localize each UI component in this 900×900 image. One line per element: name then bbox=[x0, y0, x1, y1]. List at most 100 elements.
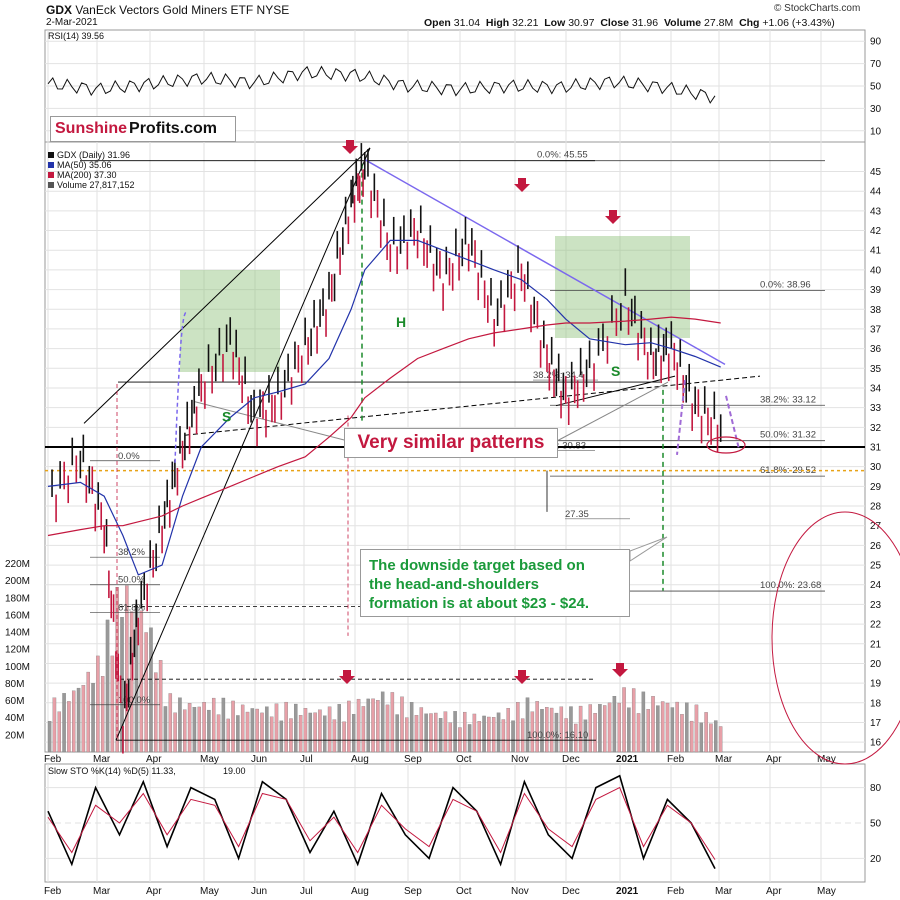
volume-bar bbox=[414, 715, 419, 753]
price-x-tick: Apr bbox=[146, 754, 162, 765]
fib-level-label: 50.0%: 31.32 bbox=[760, 430, 816, 441]
volume-tick-label: 200M bbox=[5, 576, 30, 587]
price-x-tick: Feb bbox=[44, 754, 62, 765]
sto-tick-label: 80 bbox=[870, 783, 882, 794]
price-tick-label: 22 bbox=[870, 620, 882, 631]
volume-tick-label: 100M bbox=[5, 662, 30, 673]
volume-bar bbox=[236, 715, 240, 753]
y-axis-ticks: 1617181920212223242526272829303132333435… bbox=[5, 37, 882, 865]
sto-x-tick: Dec bbox=[562, 886, 580, 897]
price-x-tick: Dec bbox=[562, 754, 580, 765]
right-shoulder-base bbox=[555, 375, 676, 407]
small-ellipse bbox=[706, 436, 746, 454]
volume-bar bbox=[429, 713, 433, 753]
volume-bar bbox=[463, 711, 467, 753]
header-title: GDX VanEck Vectors Gold Miners ETF NYSE bbox=[46, 3, 289, 17]
volume-bar bbox=[694, 704, 699, 753]
price-tick-label: 23 bbox=[870, 600, 882, 611]
ticker-exchange: NYSE bbox=[256, 3, 290, 17]
volume-bar bbox=[424, 713, 428, 753]
volume-bar bbox=[525, 697, 530, 753]
volume-bar bbox=[516, 702, 520, 753]
volume-bar bbox=[129, 611, 134, 753]
fib-level-label: 61.8% bbox=[118, 602, 145, 613]
volume-bar bbox=[158, 660, 163, 753]
volume-arrow-marker bbox=[612, 663, 628, 677]
volume-bar bbox=[260, 712, 264, 753]
pattern-label: S bbox=[222, 408, 231, 424]
volume-bar bbox=[554, 712, 559, 753]
volume-bar bbox=[313, 712, 317, 753]
volume-bar bbox=[294, 703, 298, 753]
volume-tick-label: 80M bbox=[5, 679, 24, 690]
volume-bar bbox=[308, 712, 313, 753]
fib-level-label: 0.0%: 38.96 bbox=[760, 279, 811, 290]
volume-bar bbox=[371, 698, 375, 753]
volume-bar bbox=[602, 705, 607, 753]
volume-bar bbox=[656, 705, 660, 753]
volume-bar bbox=[110, 655, 115, 753]
volume-bar bbox=[607, 702, 612, 753]
steep-trend-line bbox=[115, 147, 371, 741]
volume-bars bbox=[47, 585, 723, 753]
price-series: S H S bbox=[47, 143, 722, 754]
x-axis-ticks: Feb Feb Mar Mar Apr Apr May May Jun Jun Jul Jul Aug A… bbox=[44, 754, 836, 897]
volume-bar bbox=[540, 709, 544, 753]
volume-bar bbox=[91, 682, 95, 753]
callout-pointer bbox=[554, 381, 669, 443]
volume-bar bbox=[284, 701, 288, 753]
price-tick-label: 43 bbox=[870, 206, 882, 217]
price-tick-label: 30 bbox=[870, 462, 882, 473]
volume-bar bbox=[636, 713, 641, 753]
price-tick-label: 28 bbox=[870, 502, 882, 513]
fib-level-label: 0.0% bbox=[118, 451, 140, 462]
sto-x-tick: 2021 bbox=[616, 886, 639, 897]
volume-bar bbox=[105, 619, 110, 753]
neckline bbox=[184, 375, 761, 436]
volume-bar bbox=[100, 676, 105, 753]
rsi-title: RSI(14) 39.56 bbox=[48, 31, 104, 41]
price-tick-label: 20 bbox=[870, 659, 882, 670]
volume-bar bbox=[274, 703, 279, 753]
volume-bar bbox=[197, 706, 201, 753]
sto-x-tick: Feb bbox=[667, 886, 685, 897]
volume-bar bbox=[279, 720, 284, 753]
volume-bar bbox=[67, 701, 71, 753]
volume-bar bbox=[709, 723, 713, 753]
price-tick-label: 41 bbox=[870, 246, 882, 257]
volume-bar bbox=[714, 720, 718, 753]
volume-bar bbox=[549, 707, 554, 753]
volume-bar bbox=[535, 701, 539, 753]
legend-swatch bbox=[48, 182, 54, 188]
volume-bar bbox=[438, 718, 443, 753]
price-tick-label: 24 bbox=[870, 580, 882, 591]
volume-bar bbox=[651, 696, 655, 753]
volume-bar bbox=[699, 722, 704, 753]
volume-bar bbox=[144, 632, 148, 753]
price-x-tick: Jun bbox=[251, 754, 267, 765]
volume-bar bbox=[240, 704, 245, 753]
volume-tick-label: 60M bbox=[5, 696, 24, 707]
volume-bar bbox=[448, 722, 453, 753]
price-x-tick: Feb bbox=[667, 754, 685, 765]
volume-bar bbox=[192, 707, 197, 753]
sto-d-line bbox=[47, 786, 716, 860]
fib-level-label: 38.2%: 33.12 bbox=[760, 394, 816, 405]
sto-series: Slow STO %K(14) %D(5) 11.33, 19.00 bbox=[47, 766, 716, 869]
volume-bar bbox=[380, 691, 385, 753]
volume-bar bbox=[612, 696, 617, 753]
rsi-tick-label: 30 bbox=[870, 104, 882, 115]
volume-bar bbox=[125, 585, 129, 753]
volume-bar bbox=[545, 707, 549, 753]
chart-date: 2-Mar-2021 bbox=[46, 17, 98, 28]
volume-bar bbox=[96, 655, 100, 753]
volume-arrow-marker bbox=[514, 670, 530, 684]
volume-bar bbox=[289, 718, 293, 753]
volume-bar bbox=[207, 709, 211, 753]
rsi-tick-label: 50 bbox=[870, 82, 882, 93]
volume-bar bbox=[670, 707, 675, 753]
volume-bar bbox=[477, 721, 481, 753]
volume-bar bbox=[598, 704, 602, 753]
volume-bar bbox=[487, 716, 491, 753]
